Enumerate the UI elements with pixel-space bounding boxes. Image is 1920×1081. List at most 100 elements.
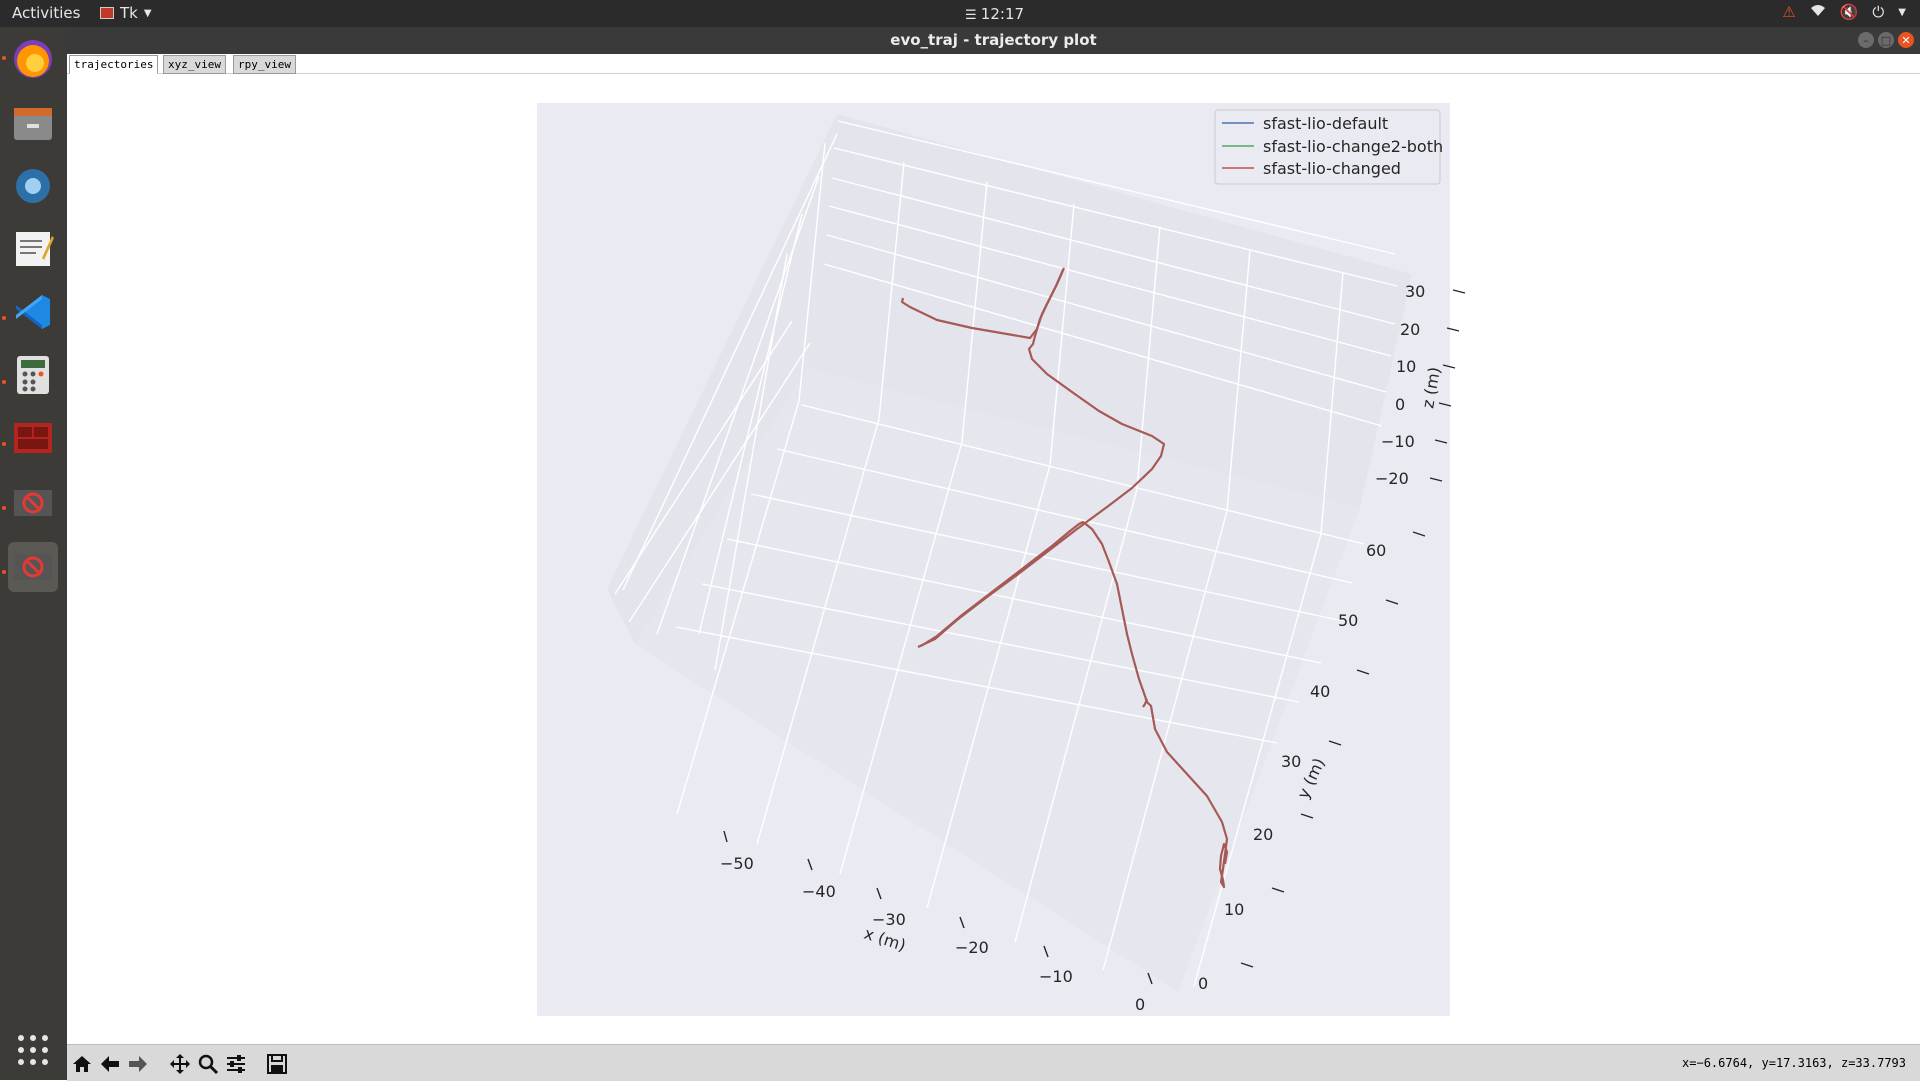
firefox-icon [14,40,52,78]
warning-icon[interactable]: ⚠ [1782,3,1796,21]
running-indicator [2,380,6,384]
y-tick-label: 0 [1198,974,1208,993]
zoom-icon [198,1054,219,1075]
matplotlib-toolbar: x=−6.6764, y=17.3163, z=33.7793 [67,1044,1920,1081]
z-tick-label: −10 [1381,432,1415,451]
x-tick-label: −10 [1039,967,1073,986]
activities-button[interactable]: Activities [12,4,81,22]
x-tick-label: −20 [955,938,989,957]
pan-button[interactable] [168,1052,192,1076]
dock-files[interactable] [8,98,58,148]
save-button[interactable] [265,1052,289,1076]
grid-line [676,400,800,815]
tk-app-icon [100,7,114,19]
z-tick-label: 10 [1396,357,1416,376]
dock-calculator[interactable] [8,350,58,400]
tick-mark [1438,402,1452,407]
chevron-down-icon: ▼ [143,7,152,19]
volume-muted-icon: 🔇 [1839,3,1859,21]
tick-mark [959,916,965,929]
wifi-icon [1810,3,1826,21]
back-button[interactable] [98,1052,122,1076]
running-indicator [2,570,6,574]
clock[interactable]: ☰ 12:17 [965,5,1024,23]
dock-blocked-app-1[interactable] [8,478,58,528]
grid-line [614,320,793,595]
app-menu-label: Tk [120,4,138,22]
notification-icon: ☰ [965,8,981,23]
tick-mark [1271,887,1285,893]
grid-line [837,120,1396,255]
tick-mark [1356,669,1370,675]
grid-line [726,538,1322,664]
grid-line [1102,510,1228,971]
text-editor-icon [16,232,54,266]
legend-label: sfast-lio-default [1263,114,1388,133]
y-tick-label: 30 [1281,752,1301,771]
system-tray[interactable]: ⚠ 🔇 ⏻ ▼ [1782,3,1906,21]
tick-mark [1452,289,1466,294]
minimize-button[interactable]: – [1858,32,1874,48]
trajectory-3d-plot[interactable]: −50 −40 −30 −20 −10 0 x (m) 0 10 20 30 4… [67,74,1920,1044]
close-button[interactable]: ✕ [1898,32,1914,48]
grid-line [1014,488,1138,943]
dock-text-editor[interactable] [8,224,58,274]
grid-line [1049,203,1075,466]
trajectory-group [900,267,1229,889]
grid-line [714,253,788,671]
grid-line [878,161,905,420]
dock-app-red[interactable] [8,413,58,463]
home-icon [73,1056,91,1072]
tick-mark [1240,962,1254,968]
app-menu[interactable]: Tk ▼ [100,4,152,22]
z-tick-label: 0 [1395,395,1405,414]
tab-rpy-view[interactable]: rpy_view [233,55,296,74]
grid-line [698,213,803,635]
running-indicator [2,316,6,320]
dock-vscode[interactable] [8,287,58,337]
dock-app-blue[interactable] [8,161,58,211]
plot-canvas[interactable]: −50 −40 −30 −20 −10 0 x (m) 0 10 20 30 4… [67,74,1920,1044]
y-tick-label: 10 [1224,900,1244,919]
grid-line [828,205,1392,357]
tick-mark [1446,327,1460,332]
grid-line [675,626,1278,744]
grid-line [622,133,838,591]
dock-firefox[interactable] [8,34,58,84]
pan-icon [170,1054,190,1074]
grid-line [776,448,1353,584]
configure-icon [227,1055,245,1073]
tab-trajectories[interactable]: trajectories [69,55,159,74]
grid-line [826,234,1387,393]
running-indicator [2,56,6,60]
show-applications-icon [18,1035,48,1065]
x-tick-label: −40 [802,882,836,901]
grid-line [628,342,811,623]
tick-mark [1385,599,1399,605]
tick-mark [1328,740,1342,746]
back-icon [101,1056,119,1072]
home-button[interactable] [70,1052,94,1076]
app-icon [14,423,52,453]
tick-mark [1434,439,1448,444]
vscode-icon [16,295,50,329]
tab-xyz-view[interactable]: xyz_view [163,55,226,74]
top-bar: Activities Tk ▼ ☰ 12:17 ⚠ 🔇 ⏻ ▼ [0,0,1920,27]
zoom-button[interactable] [196,1052,220,1076]
tick-mark [1147,972,1153,985]
window-titlebar[interactable]: evo_traj - trajectory plot – □ ✕ [67,27,1920,54]
maximize-button[interactable]: □ [1878,32,1894,48]
running-indicator [2,506,6,510]
y-tick-label: 60 [1366,541,1386,560]
dock-blocked-app-2[interactable] [8,542,58,592]
z-tick-label: 20 [1400,320,1420,339]
forward-icon [129,1056,147,1072]
tick-mark [1429,477,1443,482]
pane-floor [635,368,1360,992]
forward-button[interactable] [126,1052,150,1076]
tick-mark [1043,945,1049,958]
grid-line [1193,533,1322,987]
configure-button[interactable] [224,1052,248,1076]
grid-line [833,147,1398,287]
dock-show-applications[interactable] [8,1025,58,1075]
